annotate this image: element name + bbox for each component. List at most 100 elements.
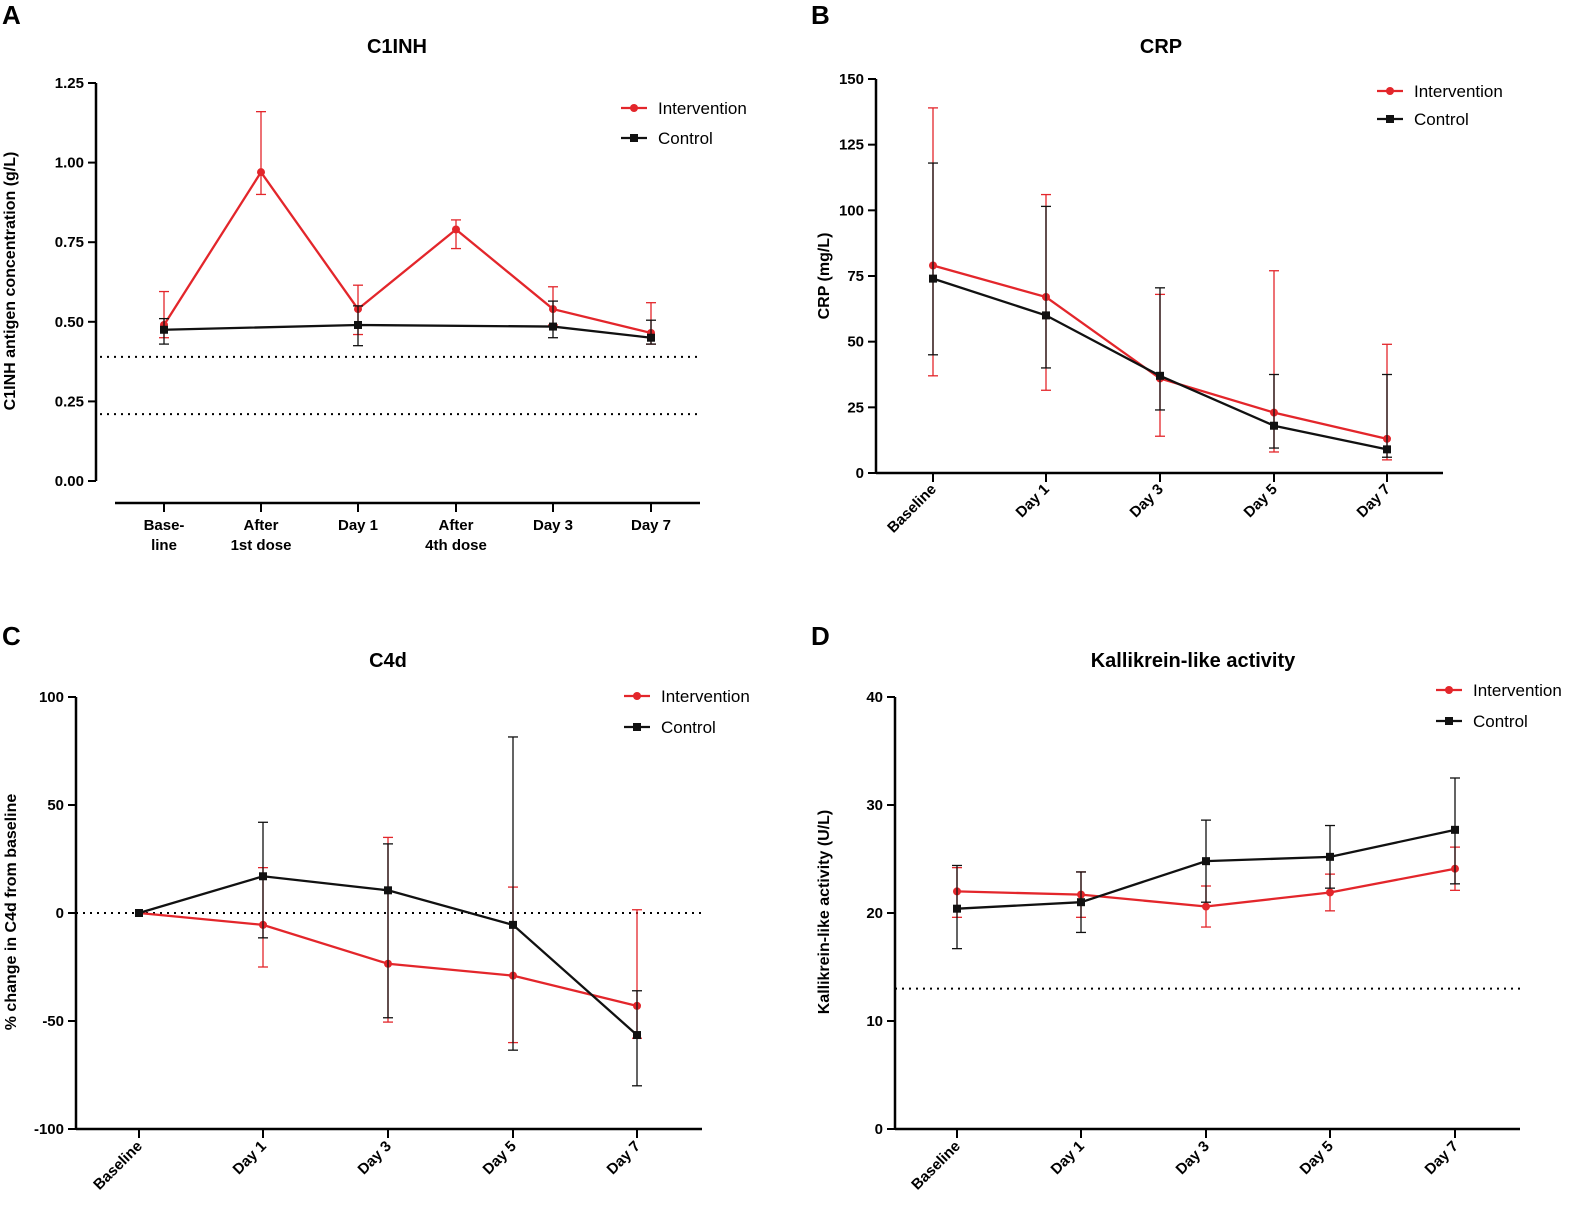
x-tick-label: Baseline	[90, 1138, 146, 1194]
x-tick-label: Baseline	[908, 1138, 964, 1194]
y-tick-label: 0	[856, 465, 864, 482]
data-point	[549, 322, 557, 331]
data-point	[633, 1031, 641, 1040]
x-tick-label: Day 7	[1354, 481, 1394, 521]
y-tick-label: 50	[847, 334, 864, 351]
x-ticks: Base-line After 1st dose Day 1 After 4th dose…	[144, 503, 671, 554]
data-point	[1326, 852, 1334, 861]
y-tick-label: 0.25	[55, 393, 84, 410]
x-tick-label-line: 4th dose	[425, 537, 487, 554]
x-tick-label: Day 7	[631, 517, 671, 534]
x-tick-label: Day 5	[1241, 481, 1281, 521]
data-point	[1042, 311, 1050, 320]
legend-item-intervention: Intervention	[1377, 82, 1503, 101]
x-ticks: Baseline Day 1 Day 3 Day 5 Day 7	[884, 473, 1394, 536]
legend-marker	[633, 723, 641, 731]
legend-marker	[633, 692, 641, 700]
x-tick-label: Day 3	[1127, 481, 1167, 521]
series-line	[163, 323, 652, 339]
y-tick-label: 30	[866, 797, 883, 814]
data-point	[1451, 825, 1459, 834]
y-ticks: 0 25 50 75 100 125 150	[839, 71, 876, 482]
y-ticks: 0 10 20 30 40	[866, 689, 895, 1138]
series-control	[135, 736, 642, 1087]
legend-item-intervention: Intervention	[621, 99, 747, 118]
x-tick-label: Day 7	[604, 1138, 644, 1178]
data-point	[135, 909, 143, 917]
y-tick-label: -100	[34, 1121, 64, 1138]
x-tick-label-line: Base-	[144, 517, 185, 534]
x-tick-label-line: After	[438, 517, 473, 534]
y-tick-label: 100	[39, 689, 64, 706]
x-tick-label-line: Day 7	[631, 517, 671, 534]
y-tick-label: 0.50	[55, 314, 84, 331]
legend: Intervention Control	[624, 687, 750, 737]
data-point	[1326, 888, 1334, 897]
y-ticks: 0.00 0.25 0.50 0.75 1.00 1.25	[55, 75, 96, 490]
x-tick-label: Day 1	[1048, 1138, 1088, 1178]
series-control	[159, 300, 656, 347]
x-tick-label-line: line	[151, 537, 177, 554]
x-tick-label: After 1st dose	[231, 517, 292, 554]
y-tick-label: 75	[847, 268, 864, 285]
plot-area	[952, 777, 1460, 950]
chart-title: C4d	[369, 650, 407, 672]
panel-b-crp: B CRP CRP (mg/L) 0 25 50 75 100 125 150 Baseli…	[811, 0, 1503, 536]
legend-label: Control	[1473, 712, 1528, 731]
data-point	[257, 168, 265, 177]
x-tick-label: Day 7	[1422, 1138, 1462, 1178]
x-tick-label-line: Day 1	[338, 517, 378, 534]
y-axis-label: Kallikrein-like activity (U/L)	[816, 810, 833, 1015]
legend-item-intervention: Intervention	[1436, 681, 1562, 700]
series-line	[163, 170, 652, 335]
plot-area	[928, 107, 1392, 461]
legend-label: Intervention	[1414, 82, 1503, 101]
data-point	[1202, 902, 1210, 911]
legend-marker	[1445, 717, 1453, 725]
y-tick-label: 100	[839, 202, 864, 219]
panel-letter-c: C	[2, 621, 21, 651]
data-point	[929, 274, 937, 283]
y-ticks: -100 -50 0 50 100	[34, 689, 76, 1138]
x-tick-label: Day 3	[533, 517, 573, 534]
series-control	[928, 162, 1392, 458]
chart-title: CRP	[1140, 36, 1182, 58]
data-point	[1077, 898, 1085, 907]
x-tick-label: After 4th dose	[425, 517, 487, 554]
x-tick-label-line: Day 3	[533, 517, 573, 534]
y-tick-label: 1.25	[55, 75, 84, 92]
x-tick-label: Baseline	[884, 481, 940, 537]
y-axis-label: C1INH antigen concentration (g/L)	[2, 152, 19, 411]
legend-label: Control	[658, 129, 713, 148]
x-tick-label: Base-line	[144, 517, 185, 554]
series-intervention	[159, 111, 656, 345]
y-tick-label: 40	[866, 689, 883, 706]
x-tick-label-line: After	[243, 517, 278, 534]
x-tick-label: Day 3	[1173, 1138, 1213, 1178]
y-tick-label: 0.00	[55, 473, 84, 490]
y-tick-label: 0	[56, 905, 64, 922]
data-point	[1156, 371, 1164, 380]
legend-item-control: Control	[1436, 712, 1528, 731]
y-axis-label: CRP (mg/L)	[816, 233, 833, 320]
legend-marker	[630, 134, 638, 142]
legend: Intervention Control	[1377, 82, 1503, 129]
panel-d-kallikrein: D Kallikrein-like activity Kallikrein-li…	[811, 621, 1562, 1193]
y-tick-label: 0.75	[55, 234, 84, 251]
data-point	[1202, 857, 1210, 866]
panel-a-c1inh: A C1INH C1INH antigen concentration (g/L…	[2, 0, 747, 554]
y-axis-label: % change in C4d from baseline	[3, 794, 20, 1031]
chart-title: C1INH	[367, 36, 427, 58]
legend-label: Intervention	[658, 99, 747, 118]
x-ticks: Baseline Day 1 Day 3 Day 5 Day 7	[908, 1129, 1462, 1193]
data-point	[384, 886, 392, 895]
series-control	[952, 777, 1460, 950]
legend-marker	[630, 104, 638, 112]
legend-marker	[1386, 115, 1394, 123]
data-point	[509, 920, 517, 929]
legend-item-control: Control	[1377, 110, 1469, 129]
legend-label: Intervention	[661, 687, 750, 706]
data-point	[354, 320, 362, 329]
y-tick-label: -50	[42, 1013, 64, 1030]
